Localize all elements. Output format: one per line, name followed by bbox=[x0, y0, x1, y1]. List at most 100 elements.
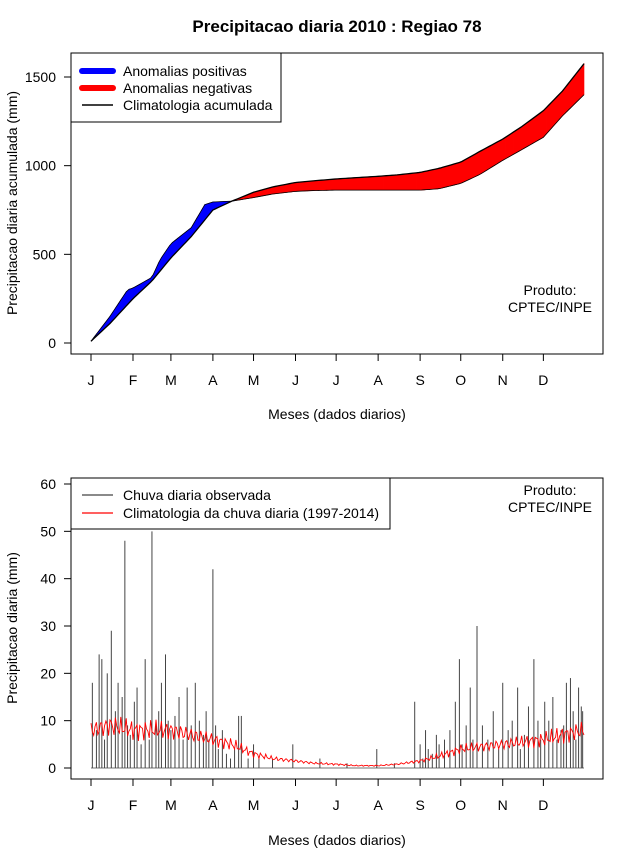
bottom-x-tick-label: F bbox=[129, 797, 138, 813]
negative-anomaly-segment bbox=[380, 175, 384, 191]
negative-anomaly-segment bbox=[345, 177, 349, 191]
negative-anomaly-segment bbox=[450, 163, 455, 187]
negative-anomaly-segment bbox=[331, 178, 336, 191]
negative-anomaly-segment bbox=[483, 147, 487, 173]
top-y-tick-label: 500 bbox=[33, 246, 57, 262]
top-x-tick-label: F bbox=[129, 372, 138, 388]
negative-anomaly-segment bbox=[366, 176, 371, 191]
negative-anomaly-segment bbox=[307, 180, 311, 192]
top-x-tick-label: A bbox=[373, 372, 383, 388]
negative-anomaly-segment bbox=[551, 98, 555, 129]
bottom-x-tick-label: O bbox=[455, 797, 466, 813]
negative-anomaly-segment bbox=[285, 183, 290, 193]
bottom-x-axis-label: Meses (dados diarios) bbox=[268, 832, 406, 848]
negative-anomaly-segment bbox=[475, 151, 479, 177]
negative-anomaly-segment bbox=[426, 169, 430, 190]
negative-anomaly-segment bbox=[391, 174, 395, 191]
negative-anomaly-segment bbox=[464, 157, 468, 182]
negative-anomaly-segment bbox=[507, 133, 512, 158]
legend-label-negative: Anomalias negativas bbox=[123, 80, 252, 96]
bottom-x-tick-label: M bbox=[165, 797, 177, 813]
negative-anomaly-segment bbox=[529, 118, 533, 146]
bottom-y-axis-label: Precipitacao diaria (mm) bbox=[4, 552, 20, 704]
top-product-source: CPTEC/INPE bbox=[508, 299, 592, 315]
negative-anomaly-segment bbox=[486, 145, 490, 171]
legend-label-positive: Anomalias positivas bbox=[123, 63, 247, 79]
top-x-tick-label: M bbox=[248, 372, 260, 388]
negative-anomaly-segment bbox=[283, 183, 287, 194]
negative-anomaly-segment bbox=[301, 181, 306, 192]
top-x-tick-label: O bbox=[455, 372, 466, 388]
negative-anomaly-segment bbox=[510, 131, 514, 157]
negative-anomaly-segment bbox=[472, 153, 476, 179]
bottom-y-tick-label: 30 bbox=[40, 618, 56, 634]
top-y-tick-label: 1000 bbox=[25, 158, 56, 174]
negative-anomaly-segment bbox=[497, 140, 501, 165]
negative-anomaly-segment bbox=[532, 116, 536, 145]
negative-anomaly-segment bbox=[272, 186, 276, 195]
negative-anomaly-segment bbox=[580, 62, 585, 99]
negative-anomaly-segment bbox=[491, 142, 495, 168]
negative-anomaly-segment bbox=[437, 167, 441, 190]
negative-anomaly-segment bbox=[320, 179, 325, 191]
negative-anomaly-segment bbox=[494, 141, 498, 166]
negative-anomaly-segment bbox=[299, 181, 303, 192]
negative-anomaly-segment bbox=[526, 120, 531, 148]
top-x-tick-label: A bbox=[208, 372, 218, 388]
negative-anomaly-segment bbox=[364, 176, 368, 191]
negative-anomaly-segment bbox=[388, 174, 392, 191]
negative-anomaly-segment bbox=[434, 168, 439, 190]
top-x-tick-label: J bbox=[333, 372, 340, 388]
top-x-tick-label: S bbox=[415, 372, 424, 388]
negative-anomaly-segment bbox=[358, 176, 363, 191]
negative-anomaly-segment bbox=[329, 178, 333, 191]
top-y-tick-label: 1500 bbox=[25, 69, 56, 85]
top-x-tick-label: J bbox=[88, 372, 95, 388]
top-legend-box bbox=[70, 52, 282, 123]
negative-anomaly-segment bbox=[288, 182, 292, 193]
bottom-bars bbox=[91, 531, 584, 769]
negative-anomaly-segment bbox=[348, 177, 352, 191]
chart-title: Precipitacao diaria 2010 : Regiao 78 bbox=[192, 17, 481, 36]
bottom-x-tick-label: A bbox=[373, 797, 383, 813]
negative-anomaly-segment bbox=[323, 179, 327, 191]
top-x-tick-label: D bbox=[538, 372, 548, 388]
bottom-y-tick-label: 10 bbox=[40, 713, 56, 729]
negative-anomaly-segment bbox=[456, 162, 460, 185]
negative-anomaly-segment bbox=[537, 112, 541, 141]
bottom-x-tick-label: S bbox=[415, 797, 424, 813]
negative-anomaly-segment bbox=[318, 179, 322, 191]
negative-anomaly-segment bbox=[342, 178, 346, 191]
negative-anomaly-segment bbox=[383, 175, 387, 191]
negative-anomaly-segment bbox=[553, 96, 558, 126]
negative-anomaly-segment bbox=[280, 184, 284, 194]
negative-anomaly-segment bbox=[369, 176, 374, 191]
negative-anomaly-segment bbox=[410, 172, 414, 191]
negative-anomaly-segment bbox=[277, 185, 281, 194]
negative-anomaly-segment bbox=[394, 174, 398, 191]
negative-anomaly-segment bbox=[540, 110, 544, 140]
negative-anomaly-segment bbox=[575, 69, 579, 104]
bottom-legend: Chuva diaria observada Climatologia da c… bbox=[70, 477, 391, 530]
bottom-x-tick-label: D bbox=[538, 797, 548, 813]
negative-anomaly-segment bbox=[513, 129, 517, 155]
negative-anomaly-segment bbox=[339, 178, 344, 191]
bottom-y-tick-label: 20 bbox=[40, 665, 56, 681]
bottom-y-tick-label: 0 bbox=[48, 760, 56, 776]
negative-anomaly-segment bbox=[442, 165, 447, 189]
negative-anomaly-segment bbox=[461, 159, 466, 184]
negative-anomaly-segment bbox=[356, 177, 360, 191]
negative-anomaly-segment bbox=[559, 90, 563, 120]
bottom-y-tick-label: 50 bbox=[40, 523, 56, 539]
top-y-axis: 0 500 1000 1500 bbox=[25, 69, 72, 351]
bottom-product-label: Produto: bbox=[524, 482, 577, 498]
negative-anomaly-segment bbox=[312, 180, 317, 191]
negative-anomaly-segment bbox=[415, 172, 420, 191]
negative-anomaly-segment bbox=[505, 134, 509, 160]
negative-anomaly-segment bbox=[448, 164, 452, 187]
negative-anomaly-segment bbox=[459, 160, 463, 185]
negative-anomaly-segment bbox=[572, 73, 577, 107]
bottom-legend-box bbox=[70, 477, 391, 530]
